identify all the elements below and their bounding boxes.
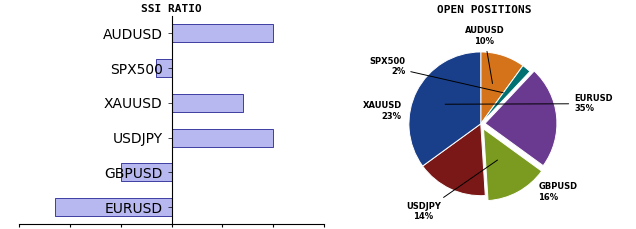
Text: SPX500
2%: SPX500 2% <box>370 57 503 93</box>
Text: AUDUSD
10%: AUDUSD 10% <box>464 27 504 84</box>
Bar <box>172 24 273 42</box>
Text: USDJPY
14%: USDJPY 14% <box>406 160 497 221</box>
Wedge shape <box>485 71 557 166</box>
Title: OPEN POSITIONS: OPEN POSITIONS <box>437 5 532 15</box>
Text: XAUUSD
23%: XAUUSD 23% <box>363 101 402 121</box>
Wedge shape <box>483 129 542 201</box>
Text: EURUSD
35%: EURUSD 35% <box>445 94 613 113</box>
Wedge shape <box>481 66 530 124</box>
Bar <box>121 163 172 181</box>
Bar <box>156 59 172 77</box>
Wedge shape <box>409 52 481 166</box>
Wedge shape <box>481 52 523 124</box>
Text: GBPUSD
16%: GBPUSD 16% <box>538 182 577 202</box>
Bar <box>172 94 243 112</box>
Wedge shape <box>423 124 485 196</box>
Bar <box>55 198 172 216</box>
Title: SSI RATIO: SSI RATIO <box>141 4 202 14</box>
Bar <box>172 128 273 147</box>
